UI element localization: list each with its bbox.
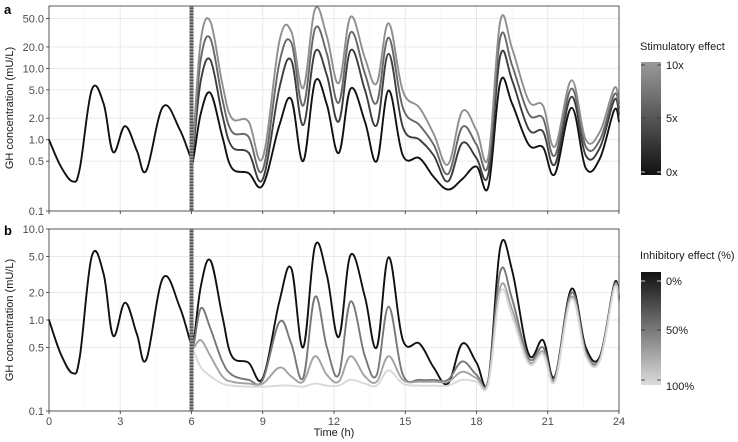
panel-b-legend-label-low: 100% bbox=[666, 381, 694, 393]
panel-a-y-axis: 0.1 0.5 1.0 2.0 5.0 10.0 20.0 50.0 bbox=[23, 14, 49, 218]
panel-a-x-axis bbox=[48, 211, 620, 214]
panel-b-colorbar bbox=[641, 272, 661, 385]
x-tick-label: 15 bbox=[399, 416, 411, 428]
panel-a: a 0.1 0.5 1.0 2.0 5.0 10.0 20.0 50.0 GH concent… bbox=[4, 2, 725, 218]
y-tick-label: 5.0 bbox=[29, 251, 44, 263]
series-line-3 bbox=[190, 285, 620, 392]
panel-a-legend-label-low: 0x bbox=[666, 167, 678, 179]
panel-b-legend: Inhibitory effect (%) 0% 50% 100% bbox=[640, 250, 735, 393]
panel-b-y-axis: 0.1 0.5 1.0 2.0 5.0 10.0 bbox=[23, 224, 49, 418]
x-tick-label: 6 bbox=[188, 416, 194, 428]
panel-a-legend: Stimulatory effect 10x 5x 0x bbox=[640, 41, 725, 179]
panel-a-legend-title: Stimulatory effect bbox=[640, 41, 725, 53]
x-tick-label: 12 bbox=[328, 416, 340, 428]
y-tick-label: 10.0 bbox=[23, 63, 44, 75]
x-tick-label: 9 bbox=[260, 416, 266, 428]
panel-a-tag: a bbox=[4, 2, 12, 17]
x-tick-label: 21 bbox=[542, 416, 554, 428]
panel-a-colorbar bbox=[641, 62, 661, 175]
panel-b-y-axis-title: GH concentration (mU/L) bbox=[4, 259, 16, 381]
y-tick-label: 50.0 bbox=[23, 14, 44, 26]
y-tick-label: 5.0 bbox=[29, 85, 44, 97]
panel-b-tag: b bbox=[4, 223, 12, 238]
panel-b: b 0.1 0.5 1.0 2.0 5.0 10.0 0 3 6 9 12 15 18 21 24 GH … bbox=[4, 223, 735, 439]
panel-a-legend-label-mid: 5x bbox=[666, 113, 678, 125]
panel-a-series bbox=[48, 6, 620, 192]
y-tick-label: 0.5 bbox=[29, 156, 44, 168]
panel-a-legend-label-high: 10x bbox=[666, 60, 684, 72]
x-tick-label: 3 bbox=[117, 416, 123, 428]
panel-b-legend-label-mid: 50% bbox=[666, 325, 688, 337]
panel-a-y-axis-title: GH concentration (mU/L) bbox=[4, 47, 16, 169]
series-line-2 bbox=[190, 25, 620, 175]
y-tick-label: 1.0 bbox=[29, 315, 44, 327]
x-tick-label: 24 bbox=[613, 416, 625, 428]
y-tick-label: 2.0 bbox=[29, 113, 44, 125]
x-tick-label: 0 bbox=[46, 416, 52, 428]
panel-b-x-axis-title: Time (h) bbox=[314, 427, 355, 439]
panel-b-legend-label-high: 0% bbox=[666, 276, 682, 288]
panel-b-x-axis: 0 3 6 9 12 15 18 21 24 bbox=[46, 411, 625, 428]
y-tick-label: 1.0 bbox=[29, 135, 44, 147]
series-line-3 bbox=[190, 6, 620, 166]
panel-b-legend-title: Inhibitory effect (%) bbox=[640, 250, 735, 262]
series-line-1 bbox=[190, 48, 620, 183]
y-tick-label: 10.0 bbox=[23, 224, 44, 236]
x-tick-label: 18 bbox=[470, 416, 482, 428]
y-tick-label: 2.0 bbox=[29, 288, 44, 300]
series-line-0 bbox=[48, 238, 620, 388]
y-tick-label: 0.5 bbox=[29, 342, 44, 354]
series-line-0 bbox=[48, 76, 620, 192]
panel-b-series bbox=[48, 238, 620, 392]
y-tick-label: 0.1 bbox=[29, 206, 44, 218]
y-tick-label: 0.1 bbox=[29, 406, 44, 418]
y-tick-label: 20.0 bbox=[23, 42, 44, 54]
